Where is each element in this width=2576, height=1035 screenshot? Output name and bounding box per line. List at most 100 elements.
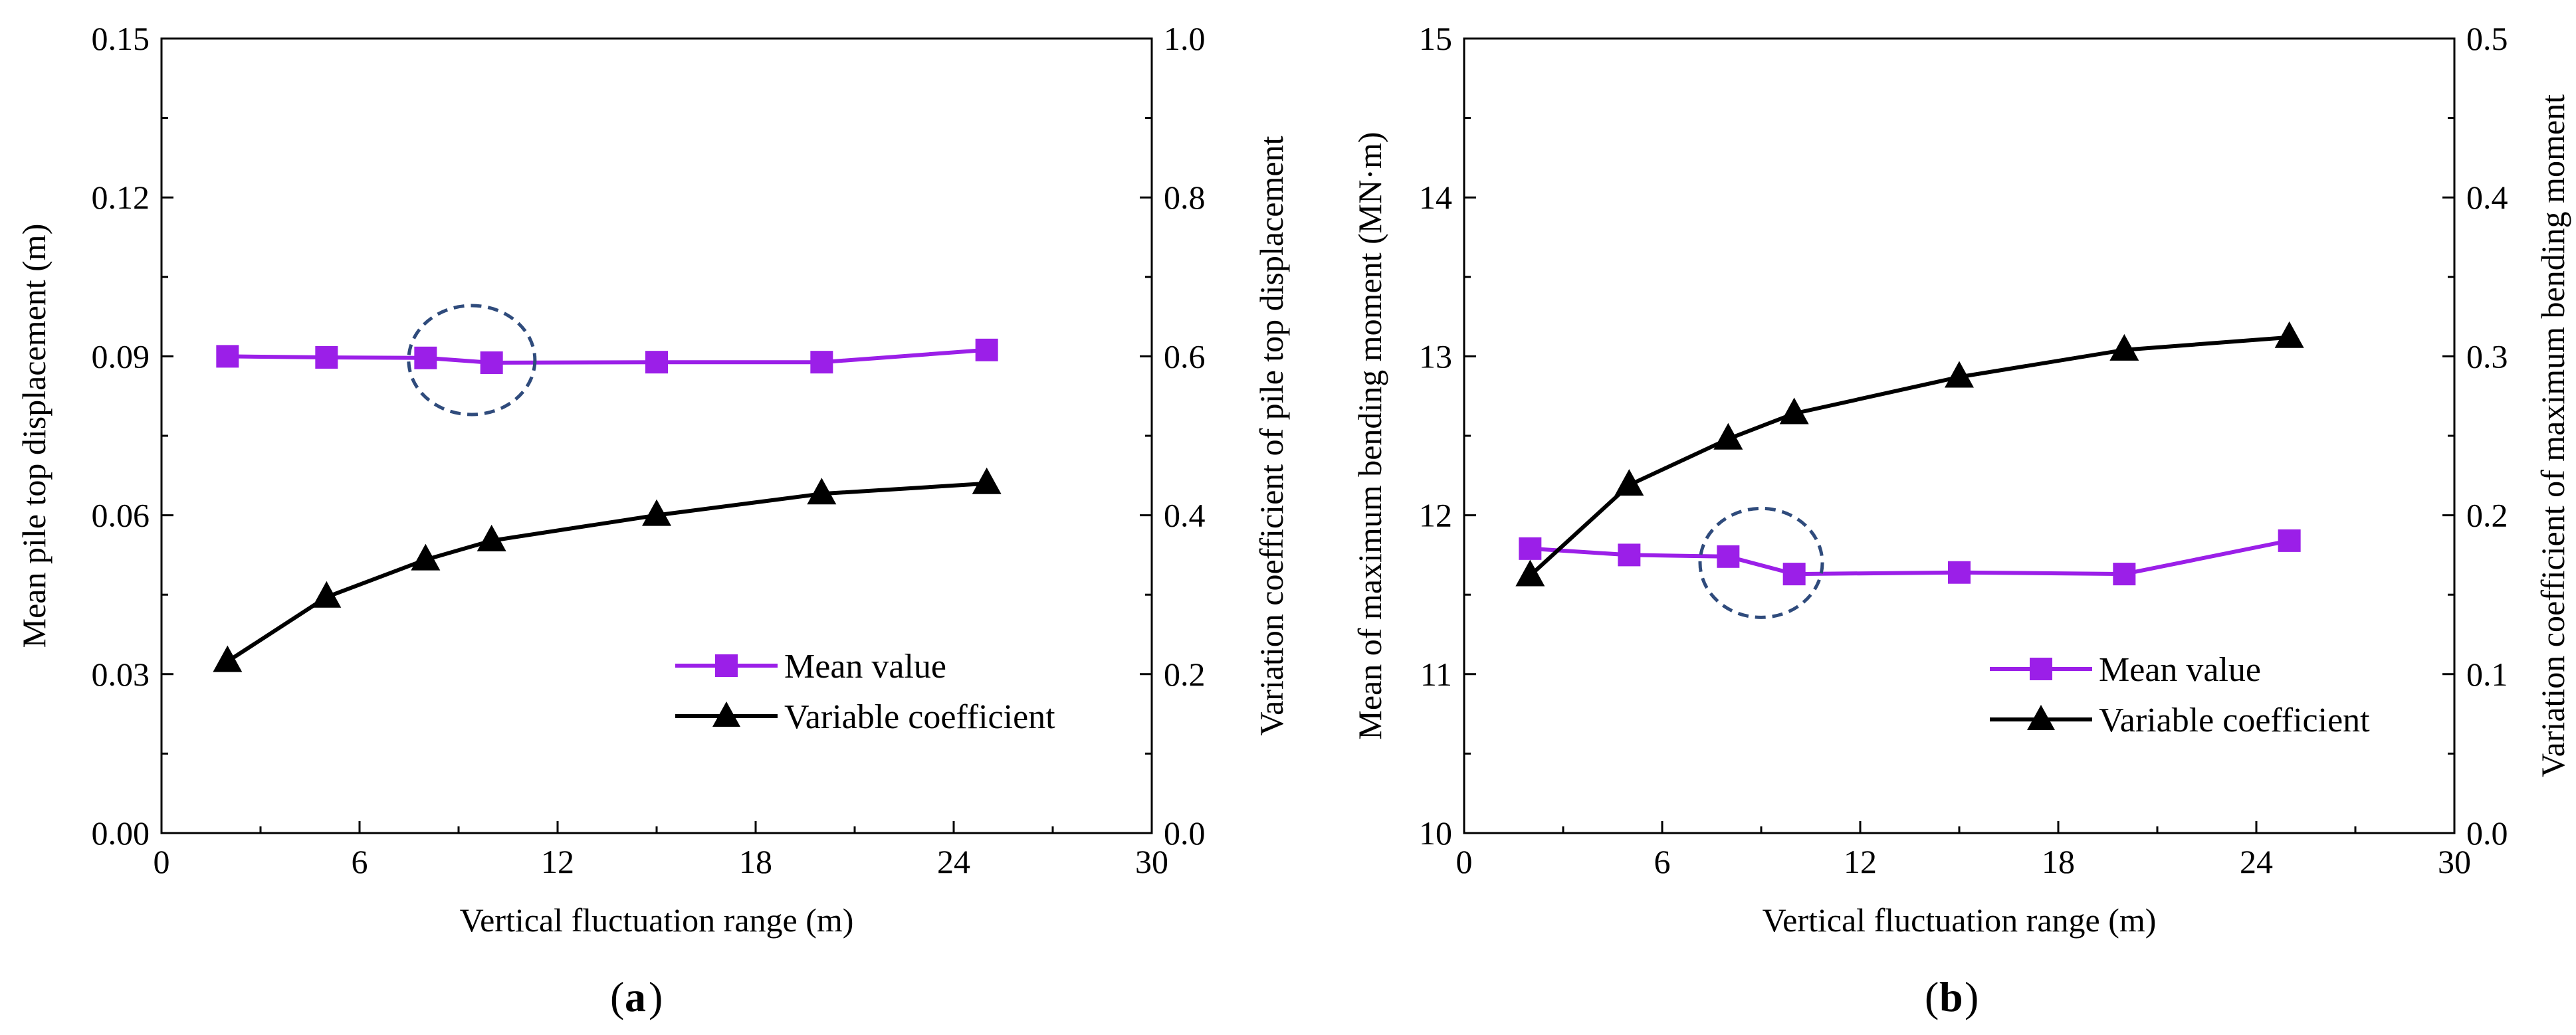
mean-point	[975, 338, 998, 361]
panel-label-group-b: ( b )	[1925, 973, 1979, 1020]
panel-label-close-paren-b: )	[1965, 973, 1979, 1020]
series-line-cov	[226, 481, 987, 664]
x-tick-label: 12	[541, 843, 574, 880]
y-right-ticks-a: 0.0 0.2 0.4 0.6 0.8 1.0	[1140, 20, 1206, 852]
cov-point	[642, 499, 671, 526]
cov-point	[1779, 397, 1809, 424]
y-left-ticks-a: 0.00 0.03 0.06 0.09 0.12 0.15	[92, 20, 173, 852]
mean-point	[1782, 563, 1806, 586]
cov-point	[1614, 469, 1644, 496]
panel-label-open-paren-a: (	[610, 973, 624, 1020]
y-right-tick-label: 0.2	[2466, 497, 2508, 534]
y-left-tick-label: 12	[1419, 497, 1452, 534]
mean-point	[810, 351, 833, 374]
panel-label-b: b	[1939, 973, 1963, 1020]
y-left-tick-label: 13	[1419, 337, 1452, 375]
legend-a: Mean value Variable coefficient	[675, 648, 1055, 736]
cov-point	[972, 467, 1002, 494]
y-left-axis-label-b: Mean of maximum bending moment (MN·m)	[1351, 132, 1388, 739]
series-layer-a	[213, 304, 1002, 672]
cov-point	[213, 645, 243, 672]
y-left-tick-label: 0.09	[92, 337, 150, 375]
y-right-tick-label: 0.1	[2466, 656, 2508, 693]
mean-point	[2113, 563, 2136, 586]
cov-point	[1713, 423, 1743, 450]
legend-b: Mean value Variable coefficient	[1990, 651, 2370, 739]
x-tick-label: 0	[154, 843, 170, 880]
x-tick-label: 18	[739, 843, 772, 880]
cov-point	[807, 478, 837, 505]
panel-label-group-a: ( a )	[610, 973, 663, 1020]
highlight-ellipse	[407, 304, 537, 417]
x-tick-label: 30	[2438, 843, 2471, 880]
y-left-tick-label: 0.00	[92, 814, 150, 852]
legend-label-cov-b: Variable coefficient	[2099, 702, 2370, 739]
y-left-tick-label: 0.15	[92, 20, 150, 57]
legend-label-mean-b: Mean value	[2099, 651, 2261, 689]
series-layer-b	[1515, 321, 2304, 619]
x-tick-label: 6	[1654, 843, 1671, 880]
cov-point	[411, 543, 441, 571]
y-right-ticks-b: 0.0 0.1 0.2 0.3 0.4 0.5	[2442, 20, 2508, 852]
legend-label-cov-a: Variable coefficient	[784, 698, 1055, 736]
legend-marker-cov-b	[2027, 705, 2055, 730]
mean-point	[1948, 561, 1971, 584]
cov-point	[2109, 333, 2139, 361]
x-tick-label: 30	[1135, 843, 1168, 880]
series-line-mean	[1530, 538, 2290, 577]
mean-point	[480, 351, 503, 374]
legend-marker-mean-b	[2030, 658, 2052, 680]
cov-point	[1945, 361, 1974, 388]
y-right-axis-label-b: Variation coefficient of maximum bending…	[2534, 94, 2571, 777]
y-right-axis-label-a: Variation coefficient of pile top displa…	[1253, 136, 1290, 735]
y-right-tick-label: 0.6	[1164, 337, 1206, 375]
y-right-tick-label: 1.0	[1164, 20, 1206, 57]
y-right-tick-label: 0.8	[1164, 179, 1206, 216]
y-right-tick-label: 0.0	[2466, 814, 2508, 852]
y-left-tick-label: 11	[1420, 656, 1452, 693]
y-left-axis-label-a: Mean pile top displacement (m)	[15, 224, 53, 648]
mean-point	[1618, 543, 1641, 567]
y-left-tick-label: 14	[1419, 179, 1452, 216]
highlight-ellipse	[1698, 506, 1824, 619]
x-tick-label: 24	[937, 843, 970, 880]
series-line-cov	[1529, 335, 2290, 577]
x-tick-label: 6	[352, 843, 368, 880]
panel-a: 0 6 12 18 24 30 0.00 0.03 0.0 6 0.09 0.12 0.15 0.0 0…	[15, 20, 1290, 1020]
mean-point	[315, 345, 338, 369]
mean-point	[1717, 545, 1740, 568]
x-axis-label-a: Vertical fluctuation range (m)	[460, 901, 854, 939]
cov-point	[2274, 321, 2304, 348]
mean-point	[2278, 529, 2301, 552]
y-left-tick-label: 0.03	[92, 656, 150, 693]
mean-point	[216, 345, 239, 368]
mean-point	[1519, 537, 1542, 560]
y-right-tick-label: 0.4	[1164, 497, 1206, 534]
x-ticks-b: 0 6 12 18 24 30	[1456, 821, 2471, 880]
y-right-tick-label: 0.5	[2466, 20, 2508, 57]
y-right-tick-label: 0.3	[2466, 337, 2508, 375]
legend-label-mean-a: Mean value	[784, 648, 946, 686]
cov-point	[312, 581, 342, 608]
legend-marker-cov-a	[712, 702, 740, 727]
cov-point	[477, 524, 506, 551]
x-tick-label: 18	[2042, 843, 2075, 880]
y-left-tick-label: 10	[1419, 814, 1452, 852]
y-right-tick-label: 0.0	[1164, 814, 1206, 852]
x-ticks-a: 0 6 12 18 24 30	[154, 821, 1168, 880]
x-tick-label: 0	[1456, 843, 1473, 880]
x-tick-label: 24	[2240, 843, 2273, 880]
series-line-mean	[227, 347, 987, 365]
legend-marker-mean-a	[715, 654, 738, 677]
x-tick-label: 12	[1844, 843, 1877, 880]
panel-label-open-paren-b: (	[1925, 973, 1939, 1020]
y-right-tick-label: 0.4	[2466, 179, 2508, 216]
panel-label-close-paren-a: )	[649, 973, 663, 1020]
mean-point	[645, 351, 668, 374]
y-right-tick-label: 0.2	[1164, 656, 1206, 693]
y-left-tick-label: 0.12	[92, 179, 150, 216]
y-left-tick-label: 15	[1419, 20, 1452, 57]
cov-point	[1515, 559, 1545, 587]
